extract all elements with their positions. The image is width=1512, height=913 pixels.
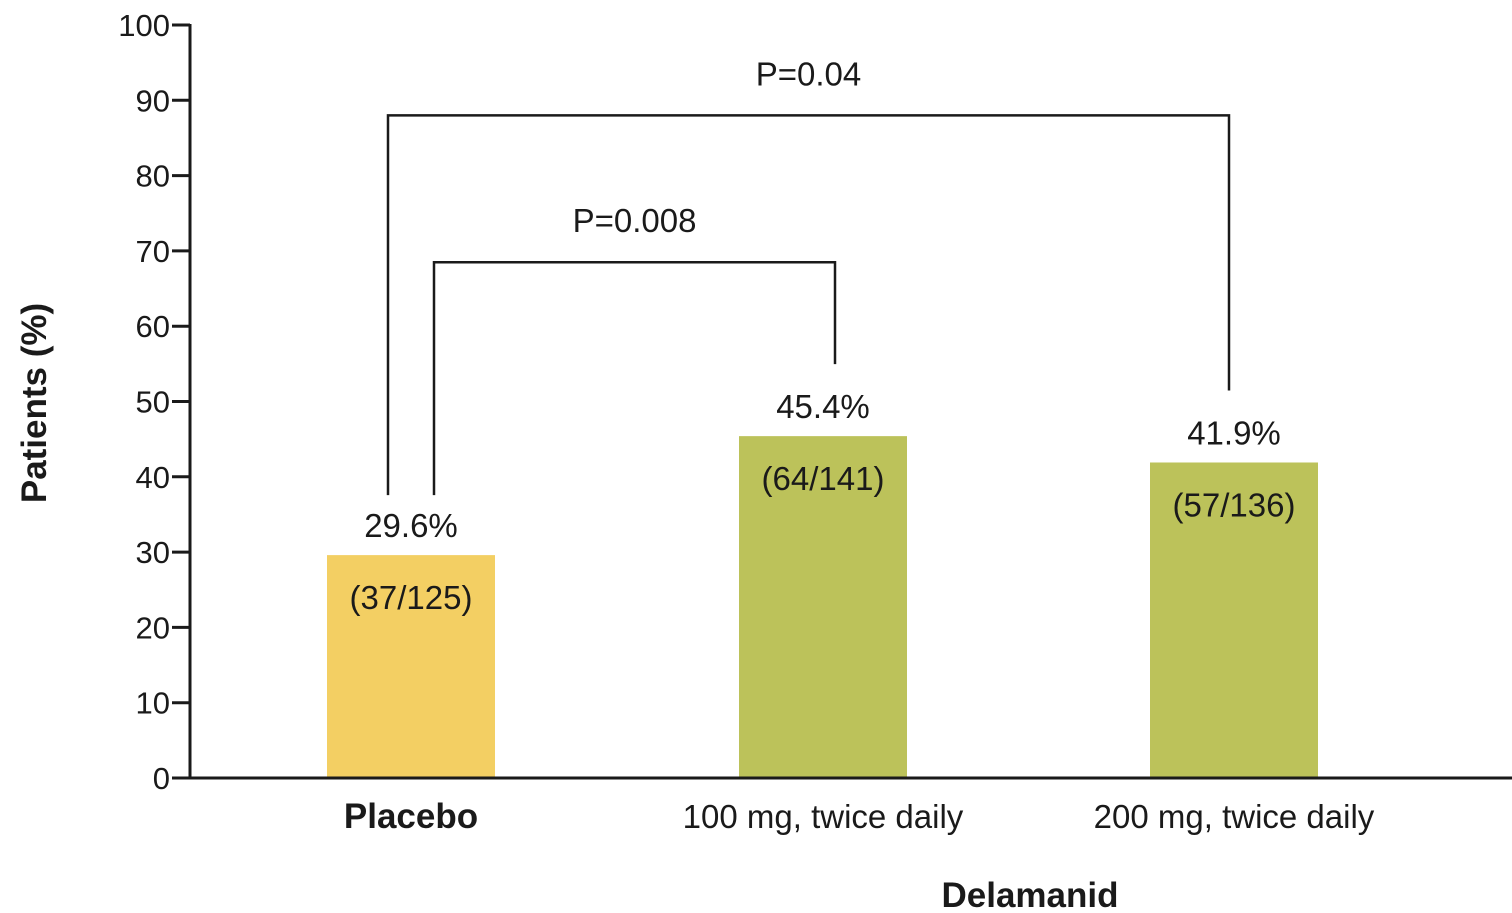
bar-count-label: (57/136) xyxy=(1173,486,1296,523)
p-value-label: P=0.04 xyxy=(756,55,862,92)
y-tick-label: 30 xyxy=(136,535,170,570)
bar-value-label: 29.6% xyxy=(364,507,458,544)
y-tick-label: 60 xyxy=(136,309,170,344)
x-axis-title: Delamanid xyxy=(942,876,1119,913)
x-category-label: Placebo xyxy=(344,797,478,836)
x-category-label: 100 mg, twice daily xyxy=(683,798,964,835)
y-tick-label: 70 xyxy=(136,234,170,269)
comparison-bracket xyxy=(386,114,1231,496)
y-tick-label: 0 xyxy=(153,761,170,796)
y-tick-label: 100 xyxy=(118,8,170,43)
bar xyxy=(739,436,907,777)
y-tick-label: 90 xyxy=(136,83,170,118)
bar-count-label: (37/125) xyxy=(350,579,473,616)
bar-value-label: 45.4% xyxy=(776,388,870,425)
comparison-bracket xyxy=(432,260,837,496)
y-tick-label: 40 xyxy=(136,460,170,495)
bars: 29.6% (37/125) Placebo 45.4% (64/141) 100 mg,… xyxy=(327,388,1375,836)
significance-brackets: P=0.04 P=0.008 xyxy=(386,55,1231,496)
bar-value-label: 41.9% xyxy=(1187,414,1281,451)
bar xyxy=(327,555,495,777)
p-value-label: P=0.008 xyxy=(573,202,697,239)
bar xyxy=(1150,462,1318,777)
y-tick-label: 80 xyxy=(136,159,170,194)
y-tick-label: 50 xyxy=(136,385,170,420)
bar-count-label: (64/141) xyxy=(762,460,885,497)
y-tick-label: 20 xyxy=(136,610,170,645)
x-category-label: 200 mg, twice daily xyxy=(1094,798,1375,835)
y-axis: 0 10 20 30 40 50 60 70 80 90 100 xyxy=(118,8,192,796)
y-axis-title: Patients (%) xyxy=(15,303,54,503)
y-tick-label: 10 xyxy=(136,686,170,721)
